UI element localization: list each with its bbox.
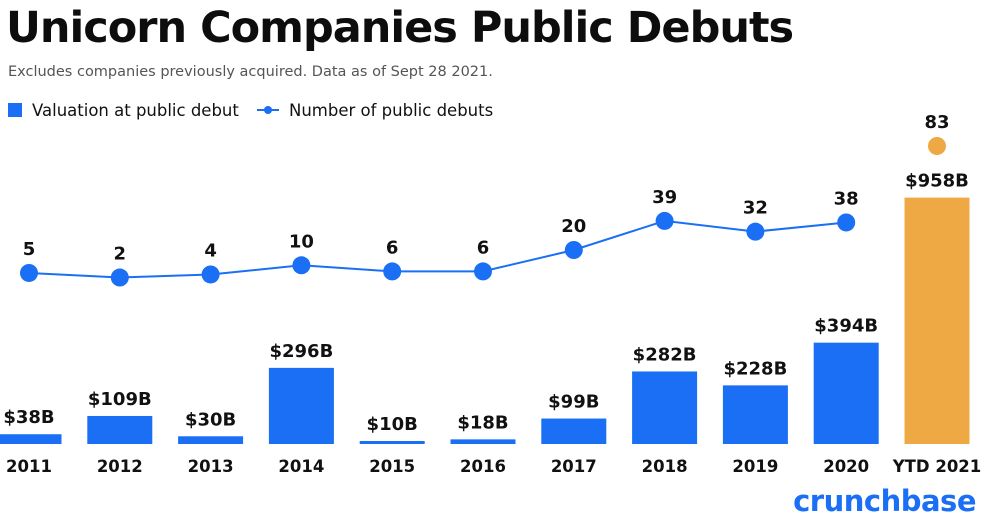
x-tick-2016: 2016 <box>460 457 506 476</box>
bar-label-2020: $394B <box>814 316 878 337</box>
debut-point-2016 <box>474 262 492 281</box>
x-tick-2014: 2014 <box>278 457 324 476</box>
debut-point-2013 <box>201 265 220 284</box>
bar-2019 <box>722 385 788 444</box>
bar-2014 <box>268 367 334 444</box>
bar-label-2018: $282B <box>633 344 697 365</box>
legend-label-valuation: Valuation at public debut <box>32 100 239 120</box>
chart-subtitle: Excludes companies previously acquired. … <box>8 64 493 80</box>
x-tick-2020: 2020 <box>823 457 869 476</box>
bar-2013 <box>178 436 244 444</box>
debut-label-2011: 5 <box>23 239 36 260</box>
debut-point-2020 <box>837 213 856 232</box>
legend-item-debuts: Number of public debuts <box>257 98 493 122</box>
bar-2011 <box>0 434 62 444</box>
legend-square-icon <box>8 103 22 117</box>
x-tick-2013: 2013 <box>188 457 234 476</box>
debuts-line <box>28 219 847 279</box>
x-tick-2018: 2018 <box>642 457 688 476</box>
bar-label-2014: $296B <box>269 341 333 362</box>
crunchbase-logo: crunchbase <box>793 484 976 518</box>
bar-2017 <box>541 418 607 444</box>
bar-label-2011: $38B <box>3 407 54 428</box>
debut-label-2015: 6 <box>386 237 399 258</box>
chart-title: Unicorn Companies Public Debuts <box>6 3 794 53</box>
bar-label-2015: $10B <box>367 414 418 435</box>
legend-label-debuts: Number of public debuts <box>289 100 494 120</box>
debut-label-2013: 4 <box>204 240 217 261</box>
debut-label-2018: 39 <box>652 187 677 208</box>
debut-point-2018 <box>655 211 674 230</box>
debut-point-2015 <box>383 262 402 281</box>
debut-label-2020: 38 <box>834 188 859 209</box>
debut-label-2017: 20 <box>561 216 586 237</box>
bar-label-2012: $109B <box>88 389 152 410</box>
bar-label-2016: $18B <box>457 412 508 433</box>
debut-label-2016: 6 <box>477 237 490 258</box>
debut-point-ytd-2021 <box>928 137 946 155</box>
legend-line-marker-icon <box>257 103 279 117</box>
debut-label-ytd-2021: 83 <box>924 112 949 133</box>
debut-label-2019: 32 <box>743 198 768 219</box>
bar-label-2019: $228B <box>723 358 787 379</box>
x-tick-2015: 2015 <box>369 457 415 476</box>
bar-2016 <box>450 439 516 444</box>
bar-2015 <box>359 441 425 444</box>
debut-point-2012 <box>110 268 129 287</box>
x-tick-ytd-2021: YTD 2021 <box>892 457 982 476</box>
x-axis-ticks: 2011 2012 2013 2014 2015 2016 2017 2018 2019 2020… <box>6 457 981 476</box>
valuation-labels: $38B $109B $30B $296B $10B $18B $99B $282B $228B… <box>3 171 969 435</box>
debut-point-2019 <box>746 222 765 241</box>
valuation-bars <box>0 197 970 444</box>
bar-2012 <box>87 415 153 444</box>
debut-point-2011 <box>20 263 38 282</box>
legend-item-valuation: Valuation at public debut <box>8 98 239 122</box>
x-tick-2012: 2012 <box>97 457 143 476</box>
debut-point-2017 <box>564 241 583 259</box>
debut-point-2014 <box>292 256 311 275</box>
x-tick-2017: 2017 <box>551 457 597 476</box>
bar-label-2017: $99B <box>548 392 599 413</box>
x-tick-2011: 2011 <box>6 457 52 476</box>
bar-ytd-2021 <box>904 197 970 444</box>
bar-label-ytd-2021: $958B <box>905 171 969 192</box>
bar-label-2013: $30B <box>185 409 236 430</box>
debuts-line-series: 5 2 4 10 6 6 20 39 32 38 83 <box>20 112 950 287</box>
debut-label-2014: 10 <box>289 231 314 252</box>
x-tick-2019: 2019 <box>732 457 778 476</box>
bar-2018 <box>632 371 698 444</box>
bar-2020 <box>813 342 879 444</box>
debut-label-2012: 2 <box>114 244 127 265</box>
